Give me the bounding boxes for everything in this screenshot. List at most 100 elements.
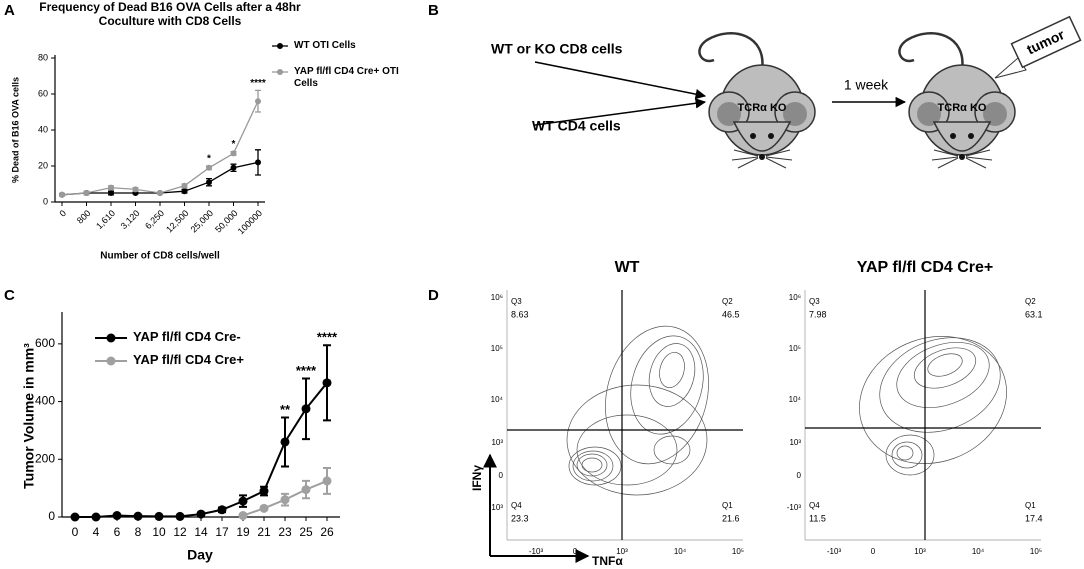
y-tick-label: 60 bbox=[38, 88, 48, 98]
x-tick-label: 10³ bbox=[616, 547, 628, 556]
quadrant-name: Q2 bbox=[722, 297, 733, 306]
point bbox=[206, 179, 212, 186]
x-tick-label: 1,610 bbox=[94, 208, 117, 231]
panel-label: A bbox=[4, 2, 15, 19]
quadrant-name: Q1 bbox=[1025, 501, 1036, 510]
point bbox=[238, 496, 248, 506]
point bbox=[59, 191, 65, 198]
legend-marker bbox=[106, 333, 116, 343]
point bbox=[83, 190, 90, 196]
x-tick-label: 100000 bbox=[236, 208, 264, 236]
plot-title: YAP fl/fl CD4 Cre+ bbox=[857, 259, 994, 276]
y-tick-label: 0 bbox=[499, 471, 504, 480]
point bbox=[301, 485, 311, 495]
legend-label: YAP fl/fl CD4 Cre+ OTI Cells bbox=[294, 66, 399, 89]
y-tick-label: 80 bbox=[38, 52, 48, 62]
x-tick-label: 3,120 bbox=[119, 208, 142, 231]
point bbox=[259, 486, 269, 496]
point bbox=[133, 511, 143, 521]
x-tick-label: 0 bbox=[72, 525, 79, 539]
diagram-shapes bbox=[534, 15, 1082, 170]
significance-label: * bbox=[207, 154, 211, 165]
point bbox=[181, 182, 188, 189]
point bbox=[255, 98, 261, 105]
point bbox=[108, 184, 114, 191]
x-tick-label: 10⁵ bbox=[1030, 547, 1042, 556]
panel-label: D bbox=[428, 287, 439, 304]
y-axis-label: % Dead of B16 OVA cells bbox=[10, 77, 20, 183]
quadrant-value: 11.5 bbox=[809, 513, 826, 523]
x-tick-label: 17 bbox=[215, 525, 229, 539]
x-tick-label: 21 bbox=[257, 525, 271, 539]
point bbox=[154, 511, 164, 521]
legend-marker bbox=[277, 69, 283, 75]
point bbox=[70, 512, 80, 522]
significance-label: ** bbox=[280, 402, 291, 417]
y-tick-label: -10³ bbox=[787, 503, 802, 512]
plot-title: WT bbox=[615, 259, 640, 276]
x-tick-label: 14 bbox=[194, 525, 208, 539]
x-tick-label: 25 bbox=[299, 525, 313, 539]
x-tick-label: 10⁴ bbox=[972, 547, 985, 556]
x-tick-label: 26 bbox=[320, 525, 334, 539]
x-tick-label: 12 bbox=[173, 525, 187, 539]
point bbox=[255, 159, 261, 166]
quadrant-name: Q3 bbox=[809, 297, 820, 306]
y-tick-label: 400 bbox=[35, 394, 55, 408]
x-tick-label: 0 bbox=[871, 547, 876, 556]
point bbox=[112, 511, 122, 521]
y-tick-label: 40 bbox=[38, 124, 48, 134]
point bbox=[322, 476, 332, 486]
y-tick-label: 10⁵ bbox=[491, 344, 503, 353]
y-tick-label: 10⁵ bbox=[789, 344, 801, 353]
y-tick-label: 0 bbox=[797, 471, 802, 480]
chart-title: Frequency of Dead B16 OVA Cells after a … bbox=[39, 0, 301, 28]
point bbox=[196, 509, 206, 519]
y-tick-label: 10⁶ bbox=[491, 293, 503, 302]
flow-shapes bbox=[483, 290, 1041, 563]
diagram-label: TCRα KO bbox=[738, 102, 787, 114]
panel-label: C bbox=[4, 287, 15, 304]
quadrant-value: 63.1 bbox=[1025, 309, 1043, 319]
quadrant-value: 46.5 bbox=[722, 309, 740, 319]
point bbox=[91, 512, 101, 522]
point bbox=[181, 188, 188, 195]
x-tick-label: 6,250 bbox=[143, 208, 166, 231]
x-tick-label: -10³ bbox=[529, 547, 544, 556]
x-tick-label: 10 bbox=[152, 525, 166, 539]
quadrant-value: 8.63 bbox=[511, 309, 529, 319]
y-tick-label: 10⁶ bbox=[789, 293, 801, 302]
x-tick-label: 12,500 bbox=[164, 208, 191, 235]
x-tick-label: 10³ bbox=[914, 547, 926, 556]
legend-label: YAP fl/fl CD4 Cre- bbox=[133, 329, 241, 345]
diagram-label: WT or KO CD8 cells bbox=[491, 41, 623, 57]
significance-label: **** bbox=[250, 78, 266, 89]
axis-label: TNFα bbox=[592, 554, 623, 568]
axis-label: IFNγ bbox=[470, 465, 484, 491]
y-tick-label: 10³ bbox=[789, 438, 801, 447]
diagram-label: TCRα KO bbox=[938, 102, 987, 114]
point bbox=[108, 190, 114, 196]
x-tick-label: 0 bbox=[57, 208, 68, 219]
point bbox=[322, 378, 332, 388]
legend-marker bbox=[106, 356, 116, 366]
quadrant-name: Q1 bbox=[722, 501, 733, 510]
x-tick-label: 50,000 bbox=[213, 208, 240, 235]
significance-label: **** bbox=[317, 330, 338, 345]
x-tick-label: 10⁵ bbox=[732, 547, 744, 556]
quadrant-value: 21.6 bbox=[722, 513, 740, 523]
y-tick-label: 10⁴ bbox=[491, 395, 504, 404]
x-tick-label: 19 bbox=[236, 525, 250, 539]
significance-label: * bbox=[232, 139, 236, 150]
x-axis-label: Day bbox=[187, 547, 213, 563]
y-tick-label: 600 bbox=[35, 336, 55, 350]
x-tick-label: 23 bbox=[278, 525, 292, 539]
y-tick-label: 20 bbox=[38, 160, 48, 170]
significance-label: **** bbox=[296, 363, 317, 378]
y-tick-label: 10⁴ bbox=[789, 395, 802, 404]
point bbox=[132, 186, 139, 193]
y-tick-label: 200 bbox=[35, 451, 55, 465]
series-line bbox=[61, 100, 259, 196]
quadrant-value: 23.3 bbox=[511, 513, 529, 523]
